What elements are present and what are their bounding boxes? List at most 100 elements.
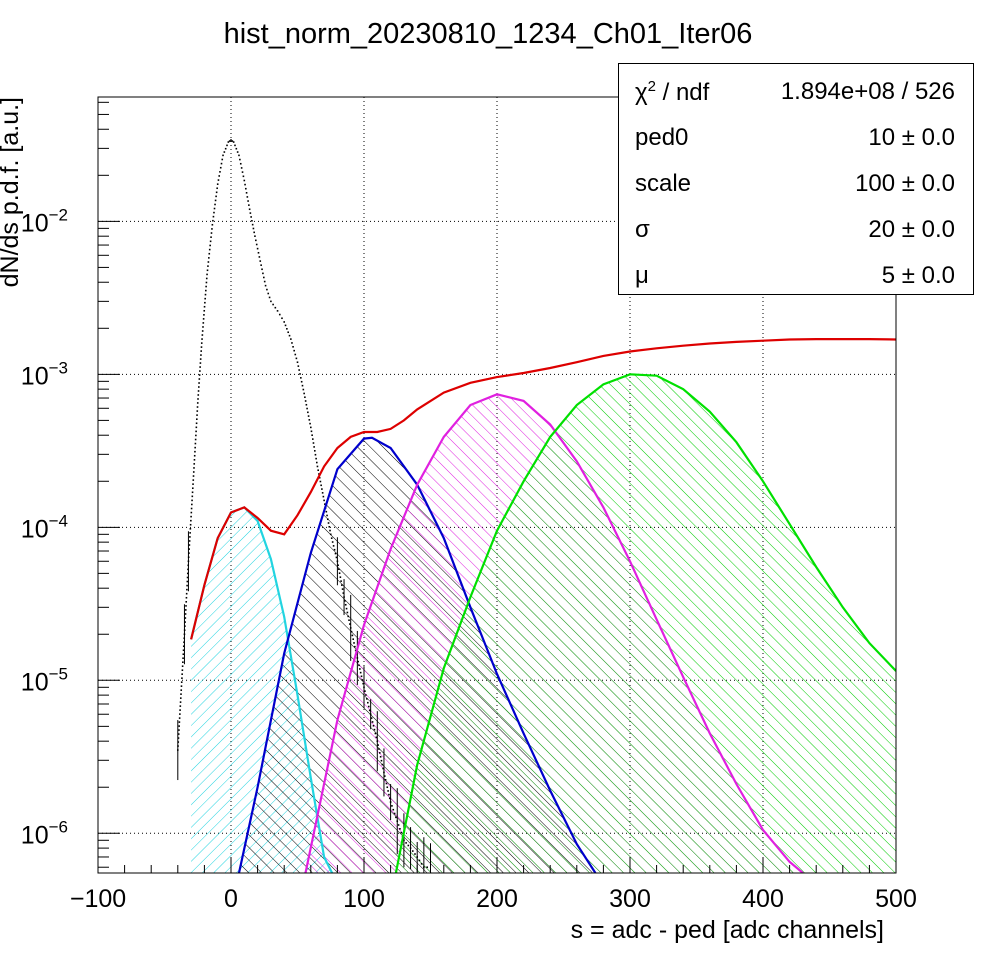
- histogram-marker: [251, 223, 254, 226]
- histogram-marker: [287, 331, 289, 334]
- y-tick-label: 10−6: [21, 817, 68, 849]
- histogram-marker: [276, 310, 279, 312]
- histogram-marker: [372, 724, 375, 727]
- histogram-marker: [297, 365, 300, 367]
- histogram-marker: [218, 175, 221, 177]
- histogram-marker: [323, 499, 325, 502]
- fit-stats-box: χ2 / ndf 1.894e+08 / 526 ped0 10 ± 0.0 s…: [618, 63, 974, 295]
- histogram-marker: [182, 649, 185, 652]
- histogram-marker: [232, 141, 235, 143]
- histogram-marker: [203, 309, 206, 312]
- histogram-marker: [266, 288, 268, 291]
- histogram-marker: [318, 473, 320, 475]
- histogram-marker: [333, 548, 336, 551]
- histogram-marker: [326, 514, 328, 517]
- histogram-marker: [328, 525, 331, 528]
- histogram-marker: [256, 247, 259, 250]
- histogram-marker: [267, 292, 270, 295]
- histogram-marker: [199, 362, 202, 364]
- histogram-marker: [198, 378, 201, 380]
- histogram-marker: [250, 216, 252, 218]
- histogram-marker: [231, 140, 234, 142]
- histogram-marker: [179, 713, 181, 715]
- histogram-marker: [178, 729, 180, 731]
- histogram-marker: [179, 697, 182, 699]
- histogram-marker: [215, 195, 217, 198]
- histogram-marker: [335, 556, 338, 559]
- histogram-marker: [246, 196, 249, 198]
- histogram-marker: [236, 151, 239, 153]
- histogram-marker: [188, 544, 191, 546]
- data-histogram: [177, 139, 431, 873]
- histogram-marker: [182, 657, 184, 660]
- histogram-marker: [358, 664, 360, 667]
- histogram-marker: [221, 158, 224, 161]
- histogram-marker: [181, 673, 183, 675]
- histogram-marker: [420, 863, 423, 865]
- histogram-marker: [192, 471, 195, 473]
- histogram-marker: [319, 480, 322, 483]
- histogram-marker: [177, 733, 180, 735]
- histogram-marker: [230, 139, 232, 141]
- histogram-marker: [263, 280, 266, 283]
- histogram-marker: [378, 748, 380, 750]
- histogram-marker: [194, 438, 197, 441]
- histogram-marker: [211, 228, 213, 230]
- histogram-marker: [300, 380, 303, 383]
- histogram-marker: [326, 518, 329, 521]
- histogram-marker: [211, 223, 214, 226]
- histogram-marker: [293, 349, 295, 352]
- histogram-marker: [303, 392, 305, 395]
- histogram-marker: [184, 609, 187, 611]
- histogram-marker: [217, 179, 220, 181]
- histogram-marker: [307, 415, 310, 417]
- x-axis: −100 0 100 200 300 400 500: [70, 857, 917, 913]
- component-3-curve: [394, 373, 896, 873]
- histogram-marker: [288, 334, 291, 337]
- histogram-marker: [248, 204, 250, 206]
- histogram-marker: [245, 187, 247, 190]
- histogram-marker: [216, 183, 219, 185]
- histogram-marker: [313, 450, 316, 452]
- histogram-marker: [194, 442, 197, 445]
- histogram-marker: [374, 732, 377, 735]
- histogram-marker: [202, 326, 204, 328]
- histogram-marker: [208, 248, 211, 251]
- histogram-marker: [411, 850, 414, 852]
- histogram-marker: [268, 296, 271, 299]
- histogram-marker: [223, 151, 226, 153]
- histogram-marker: [329, 533, 332, 536]
- histogram-marker: [194, 450, 196, 453]
- histogram-marker: [330, 537, 333, 539]
- histogram-marker: [180, 689, 183, 691]
- histogram-marker: [311, 438, 314, 440]
- histogram-marker: [341, 584, 343, 586]
- histogram-marker: [281, 317, 283, 320]
- histogram-marker: [234, 144, 236, 147]
- histogram-marker: [321, 492, 324, 494]
- histogram-marker: [332, 545, 335, 547]
- histogram-marker: [194, 446, 196, 449]
- histogram-marker: [344, 600, 346, 602]
- histogram-marker: [327, 522, 330, 524]
- histogram-marker: [185, 596, 188, 599]
- histogram-marker: [252, 227, 255, 230]
- histogram-marker: [320, 484, 322, 487]
- histogram-marker: [259, 260, 262, 262]
- histogram-marker: [414, 853, 416, 855]
- histogram-marker: [294, 353, 297, 356]
- histogram-marker: [181, 677, 183, 679]
- param-label: σ: [635, 216, 650, 243]
- histogram-marker: [179, 709, 181, 711]
- histogram-marker: [295, 357, 298, 360]
- histogram-marker: [368, 709, 371, 712]
- histogram-marker: [186, 588, 188, 591]
- histogram-marker: [195, 426, 198, 429]
- histogram-marker: [188, 540, 191, 542]
- histogram-marker: [299, 373, 301, 375]
- histogram-marker: [204, 297, 206, 300]
- histogram-marker: [199, 370, 201, 372]
- histogram-marker: [198, 374, 201, 376]
- histogram-marker: [193, 463, 196, 465]
